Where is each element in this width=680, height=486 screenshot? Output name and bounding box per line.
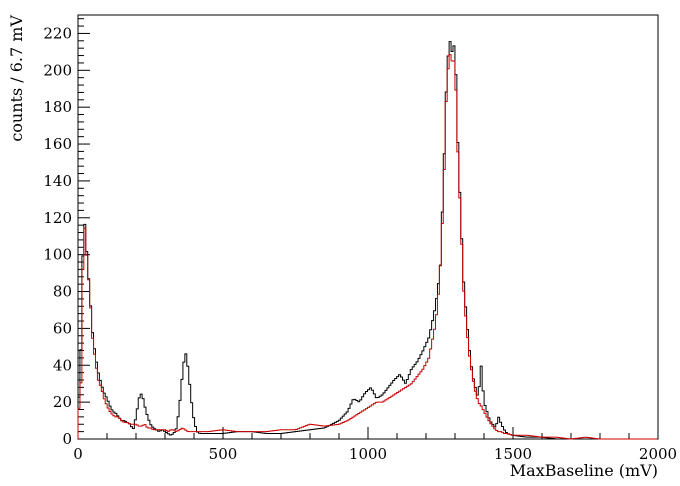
y-tick-label: 160 bbox=[43, 135, 72, 153]
plot-frame bbox=[77, 14, 659, 440]
y-tick-label: 60 bbox=[53, 319, 72, 337]
x-tick-label: 500 bbox=[209, 445, 238, 463]
y-tick-label: 220 bbox=[43, 24, 72, 42]
histogram-series-2 bbox=[77, 54, 658, 440]
y-tick-label: 140 bbox=[43, 172, 72, 190]
x-tick-label: 1000 bbox=[349, 445, 387, 463]
y-tick-label: 120 bbox=[43, 209, 72, 227]
y-axis-title: counts / 6.7 mV bbox=[7, 15, 26, 142]
y-tick-label: 100 bbox=[43, 246, 72, 264]
y-tick-label: 200 bbox=[43, 61, 72, 79]
y-axis: 0 20 40 60 80 100 120 140 160 180 200 220 bbox=[43, 18, 90, 448]
x-axis: 0 500 1000 1500 2000 bbox=[73, 427, 677, 463]
y-tick-label: 40 bbox=[53, 356, 72, 374]
y-tick-label: 0 bbox=[62, 430, 72, 448]
x-axis-title: MaxBaseline (mV) bbox=[510, 461, 658, 480]
x-tick-label: 1500 bbox=[494, 445, 532, 463]
y-tick-label: 180 bbox=[43, 98, 72, 116]
histogram-series-1 bbox=[77, 41, 658, 440]
y-tick-label: 80 bbox=[53, 283, 72, 301]
x-tick-label: 2000 bbox=[639, 445, 677, 463]
y-tick-label: 20 bbox=[53, 393, 72, 411]
x-tick-label: 0 bbox=[73, 445, 83, 463]
series-layer bbox=[77, 41, 658, 440]
